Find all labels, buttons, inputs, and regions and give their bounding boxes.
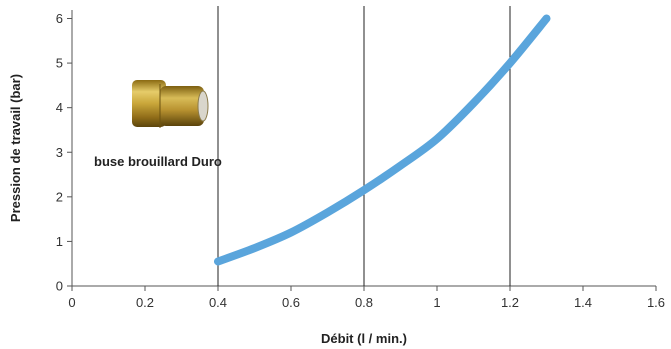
y-ticks: 0 1 2 3 4 5 6 [56,11,72,294]
x-tick-label-5: 1 [433,295,440,310]
x-tick-label-4: 0.8 [355,295,373,310]
nozzle-image [132,80,209,128]
y-tick-label-5: 5 [56,56,63,71]
x-tick-label-8: 1.6 [647,295,665,310]
x-tick-label-0: 0 [68,295,75,310]
y-tick-label-3: 3 [56,145,63,160]
y-tick-label-6: 6 [56,11,63,26]
x-tick-label-2: 0.4 [209,295,227,310]
nozzle-hex-body [132,80,166,127]
x-tick-label-7: 1.4 [574,295,592,310]
x-tick-label-1: 0.2 [136,295,154,310]
x-axis-title: Débit (l / min.) [321,331,407,346]
nozzle-annotation: buse brouillard Duro [94,154,222,169]
x-tick-label-6: 1.2 [501,295,519,310]
y-tick-label-0: 0 [56,279,63,294]
y-tick-label-1: 1 [56,234,63,249]
y-axis-title: Pression de travail (bar) [8,74,23,222]
x-ticks: 0 0.2 0.4 0.6 0.8 1 1.2 1.4 1.6 [68,286,665,310]
nozzle-tip [160,86,204,126]
nozzle-orifice [197,90,209,122]
grid [217,6,511,286]
x-tick-label-3: 0.6 [282,295,300,310]
series-line-pression [214,14,551,266]
y-tick-label-2: 2 [56,189,63,204]
y-tick-label-4: 4 [56,100,63,115]
